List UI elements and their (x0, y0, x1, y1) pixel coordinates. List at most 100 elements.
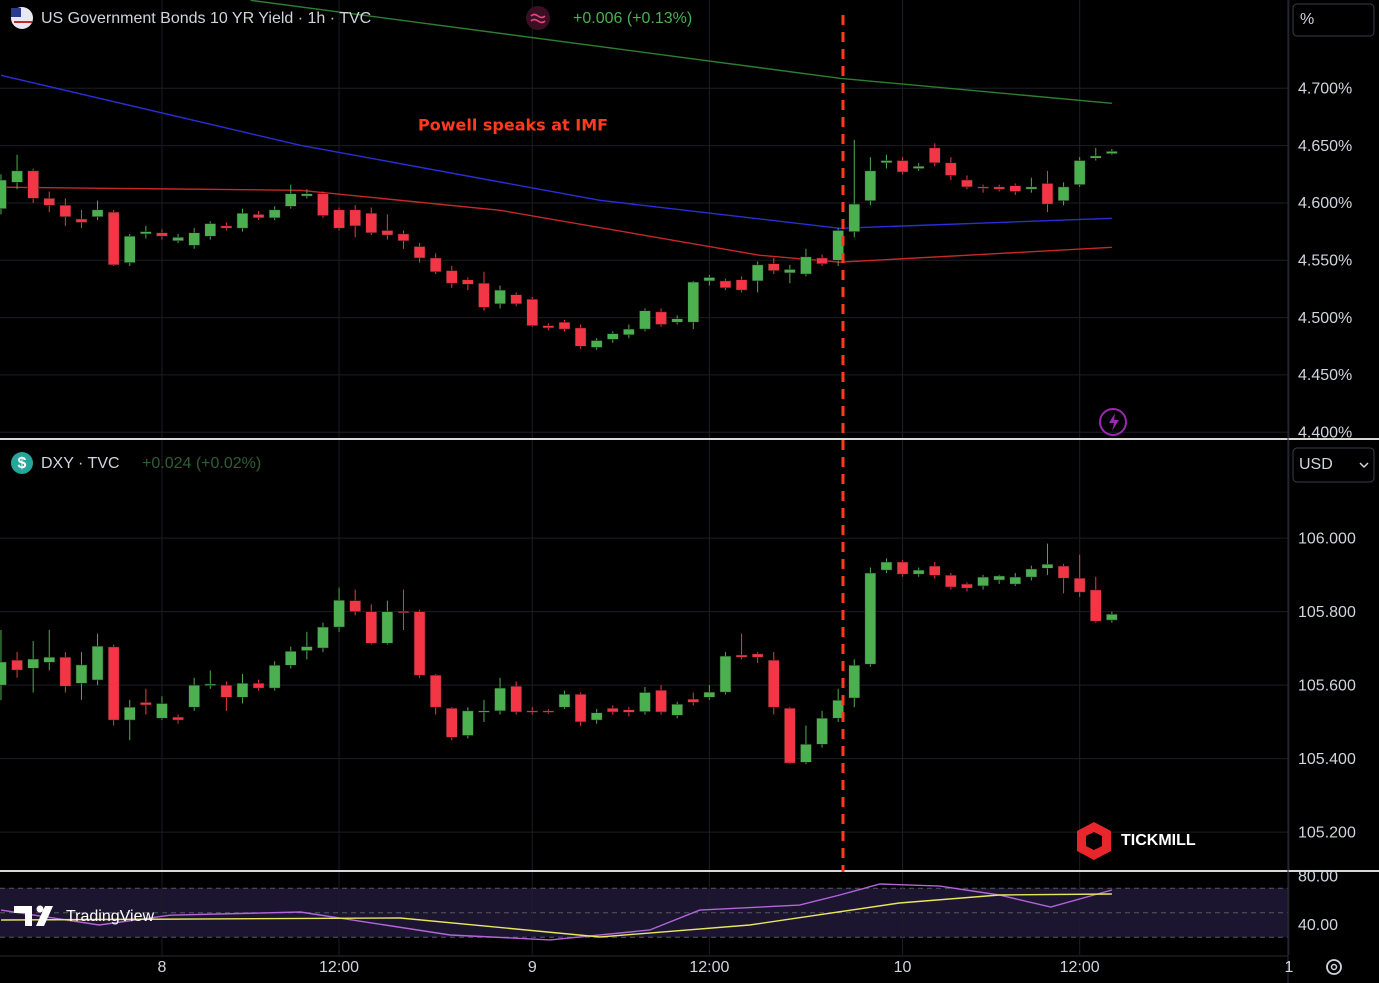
candle-body (107, 211, 120, 266)
candle-body (848, 203, 861, 232)
indicator-icon[interactable] (526, 6, 550, 30)
candle-body (864, 170, 877, 201)
candle-body (1073, 160, 1086, 185)
candle-body (977, 186, 989, 189)
candle-body (558, 694, 571, 708)
candle-body (735, 279, 748, 291)
candle-body (800, 744, 812, 763)
candle-body (526, 710, 539, 713)
candle-body (156, 703, 168, 719)
candle-body (671, 318, 683, 323)
candle-body (478, 282, 490, 308)
settings-icon[interactable] (1326, 959, 1342, 975)
x-tick-label: 9 (528, 959, 537, 976)
candle-body (172, 237, 184, 242)
candle-body (11, 659, 23, 671)
candle-body (542, 710, 555, 713)
candle-body (124, 235, 136, 263)
unit-box[interactable] (1292, 447, 1375, 483)
y-tick-label: 4.500% (1298, 310, 1352, 327)
candle-body (816, 257, 828, 264)
candle-body (945, 162, 957, 176)
candle-body (510, 294, 522, 305)
candle-body (349, 209, 361, 227)
candle-body (91, 209, 104, 217)
candle-body (429, 674, 442, 708)
candle-body (333, 599, 345, 628)
candle-body (751, 653, 764, 658)
y-tick-label: 4.650% (1298, 138, 1352, 155)
candle-body (446, 708, 458, 738)
candle-body (768, 263, 780, 271)
candle-body (1041, 563, 1054, 569)
chart-title: DXY · TVC (41, 455, 120, 472)
alert-icon[interactable] (1099, 408, 1127, 436)
flag-canton (11, 8, 21, 17)
x-tick-label: 1 (1285, 959, 1294, 976)
candle-body (268, 665, 281, 689)
candle-body (655, 690, 667, 713)
x-tick-label: 12:00 (689, 959, 729, 976)
y-tick-label: 106.000 (1298, 530, 1356, 547)
candle-body (816, 717, 828, 745)
candle-body (639, 692, 651, 712)
candle-body (301, 193, 313, 197)
annotation-text: Powell speaks at IMF (418, 116, 608, 135)
y-tick-label: 4.600% (1298, 195, 1352, 212)
y-tick-label: 105.800 (1298, 604, 1356, 621)
y-tick-label: 4.450% (1298, 367, 1352, 384)
candle-body (574, 327, 587, 347)
candle-body (784, 269, 796, 274)
candle-body (768, 659, 780, 708)
indicator-glyph (530, 13, 546, 24)
candle-body (204, 223, 217, 237)
candle-body (0, 661, 7, 686)
candle-body (607, 333, 619, 340)
candle-body (1025, 568, 1038, 578)
candle-body (510, 685, 522, 713)
candle-body (1057, 186, 1070, 201)
candle-body (864, 572, 877, 665)
unit-box[interactable] (1292, 3, 1375, 37)
candle-body (75, 664, 88, 684)
candle-body (188, 232, 200, 246)
candle-body (91, 645, 104, 681)
chart-title: US Government Bonds 10 YR Yield · 1h · T… (41, 10, 371, 27)
x-tick-label: 8 (158, 959, 167, 976)
y-tick-label: 80.00 (1298, 868, 1338, 885)
dxy-icon-glyph: $ (18, 455, 27, 472)
y-tick-label: 4.700% (1298, 81, 1352, 98)
indicator-line (0, 74, 1112, 230)
candle-body (43, 198, 56, 206)
candle-body (880, 561, 893, 571)
candle-body (27, 170, 39, 199)
candle-body (236, 683, 249, 698)
indicator-line (250, 0, 1112, 104)
candle-body (140, 231, 152, 235)
candle-body (478, 710, 490, 713)
price-change: +0.024 (+0.02%) (142, 455, 261, 472)
y-tick-label: 40.00 (1298, 917, 1338, 934)
candle-body (1090, 155, 1102, 159)
candle-body (397, 233, 410, 242)
x-tick-label: 12:00 (319, 959, 359, 976)
candle-body (317, 193, 329, 216)
candle-body (639, 310, 651, 330)
unit-label: % (1300, 11, 1314, 28)
candle-body (961, 179, 973, 188)
candle-body (687, 281, 700, 323)
candle-body (285, 651, 297, 666)
y-tick-label: 105.400 (1298, 751, 1356, 768)
x-tick-label: 12:00 (1060, 959, 1100, 976)
candle-body (590, 712, 603, 721)
candle-body (220, 684, 233, 698)
candle-body (1009, 185, 1022, 192)
candle-body (832, 699, 844, 719)
candle-body (735, 654, 748, 658)
candle-body (413, 246, 426, 259)
tradingview-logo (14, 906, 53, 926)
candle-body (140, 702, 152, 706)
candle-body (11, 170, 23, 183)
candle-body (1090, 589, 1102, 622)
